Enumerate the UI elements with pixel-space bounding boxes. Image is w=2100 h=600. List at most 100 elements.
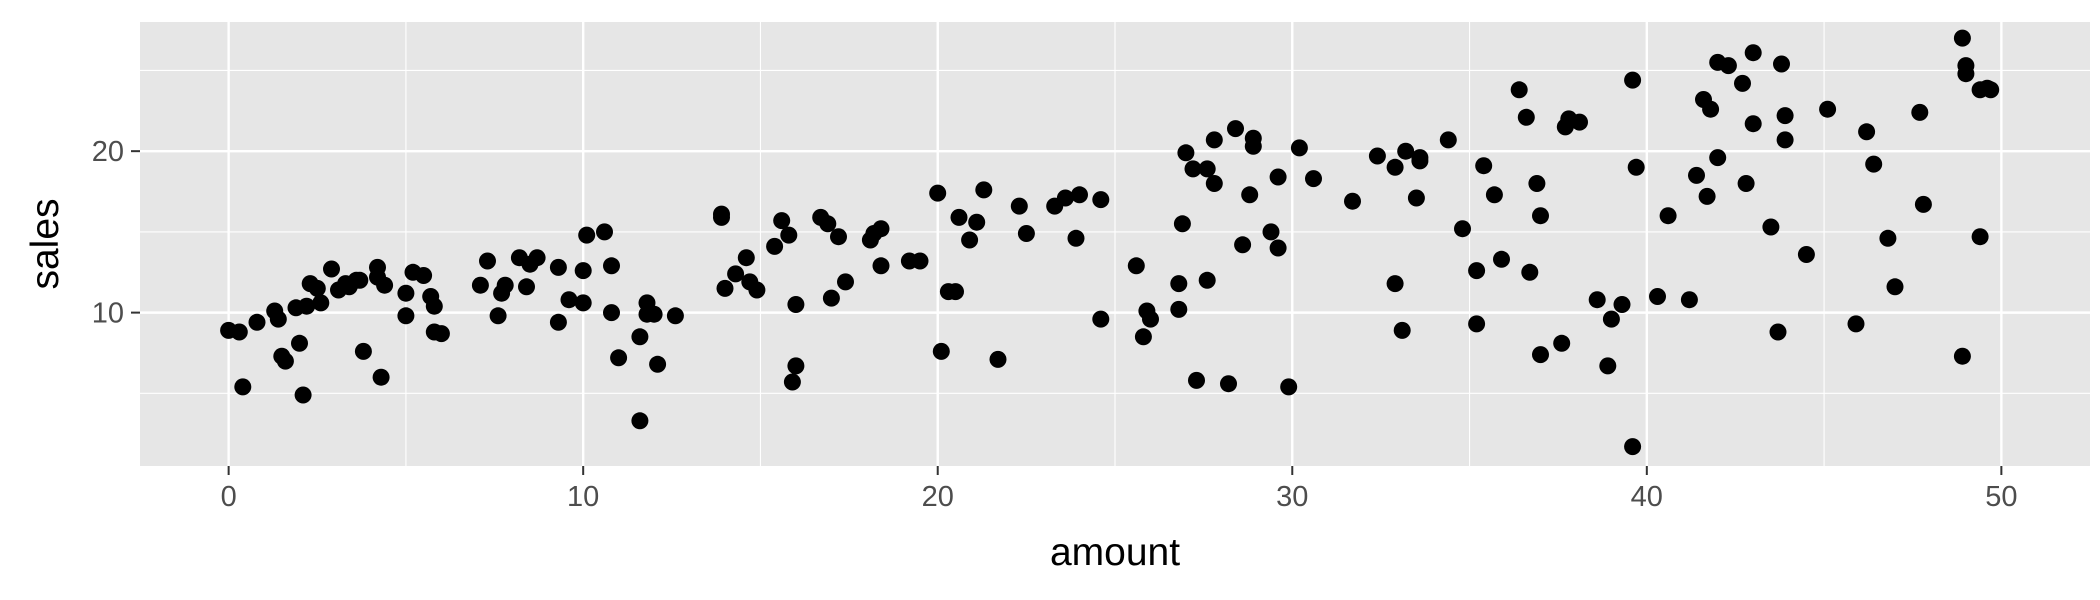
data-point: [773, 212, 791, 230]
data-point: [1220, 375, 1237, 393]
data-point: [1439, 131, 1457, 149]
data-point: [1702, 100, 1720, 118]
data-point: [1957, 65, 1975, 83]
y-tick-label: 20: [92, 136, 124, 168]
data-point: [1571, 113, 1588, 131]
data-point: [1553, 334, 1571, 352]
data-point: [1485, 186, 1503, 204]
x-axis-title: amount: [1050, 531, 1180, 574]
data-point: [298, 297, 316, 315]
data-point: [518, 278, 535, 296]
data-point: [1659, 207, 1677, 225]
data-point: [1468, 262, 1486, 280]
data-point: [716, 279, 734, 297]
data-point: [1624, 438, 1642, 456]
data-point: [1205, 131, 1223, 149]
data-point: [1280, 378, 1298, 396]
data-point: [968, 213, 986, 231]
data-point: [1649, 288, 1666, 305]
data-point: [961, 231, 979, 249]
data-point: [872, 220, 890, 238]
data-point: [1528, 175, 1546, 192]
data-point: [276, 352, 294, 370]
data-point: [1819, 100, 1837, 118]
data-points: [220, 29, 2000, 456]
data-point: [911, 252, 929, 270]
data-point: [1719, 57, 1737, 75]
data-point: [1368, 147, 1386, 165]
data-point: [1688, 166, 1705, 184]
data-point: [1769, 323, 1787, 341]
data-point: [354, 342, 372, 360]
data-point: [528, 249, 546, 267]
data-point: [1344, 192, 1361, 210]
x-tick-label: 50: [1985, 481, 2017, 513]
data-point: [1510, 81, 1528, 99]
data-point: [549, 313, 567, 331]
data-point: [787, 357, 805, 375]
data-point: [1602, 310, 1620, 328]
data-point: [1386, 275, 1404, 293]
data-point: [308, 279, 326, 297]
data-point: [1858, 123, 1876, 141]
data-point: [1982, 81, 2000, 99]
data-point: [323, 260, 340, 278]
data-point: [1411, 149, 1429, 167]
data-point: [1865, 155, 1883, 173]
data-point: [560, 291, 578, 309]
data-point: [1269, 239, 1287, 257]
data-point: [312, 294, 330, 312]
data-point: [1092, 191, 1110, 209]
data-point: [822, 289, 840, 307]
data-point: [1914, 195, 1932, 213]
data-point: [397, 284, 415, 302]
data-point: [291, 334, 308, 352]
data-point: [645, 305, 663, 323]
data-point: [269, 310, 287, 328]
data-point: [1017, 225, 1035, 242]
data-point: [1744, 44, 1762, 62]
data-point: [1010, 197, 1028, 215]
data-point: [1262, 223, 1280, 241]
data-point: [1142, 310, 1159, 328]
major-gridlines: [140, 22, 2090, 466]
data-point: [1071, 186, 1088, 204]
data-point: [603, 304, 620, 322]
data-point: [574, 262, 592, 280]
data-point: [372, 368, 390, 386]
data-point: [1234, 236, 1252, 254]
data-point: [989, 350, 1007, 368]
data-point: [471, 276, 489, 294]
data-point: [1627, 158, 1645, 176]
data-point: [649, 355, 667, 373]
data-point: [631, 412, 649, 430]
data-point: [1475, 157, 1493, 175]
data-point: [737, 249, 755, 267]
data-point: [1776, 107, 1794, 125]
data-point: [975, 181, 993, 199]
data-point: [496, 276, 514, 294]
data-point: [1971, 228, 1989, 246]
data-point: [950, 208, 968, 226]
data-point: [766, 237, 784, 255]
data-point: [1177, 144, 1195, 162]
data-point: [1227, 120, 1244, 138]
data-point: [479, 252, 496, 270]
data-point: [578, 226, 596, 244]
data-point: [415, 267, 433, 284]
data-point: [248, 313, 266, 331]
data-point: [713, 208, 730, 226]
data-point: [1269, 168, 1287, 186]
data-point: [1911, 103, 1929, 121]
data-point: [1468, 315, 1486, 333]
data-point: [1698, 187, 1716, 205]
data-point: [1244, 129, 1262, 147]
data-point: [1532, 346, 1549, 364]
data-point: [1188, 371, 1205, 389]
data-point: [872, 257, 890, 275]
data-point: [1205, 175, 1223, 192]
data-point: [1290, 139, 1308, 157]
data-point: [1134, 328, 1152, 346]
data-point: [1386, 158, 1404, 176]
